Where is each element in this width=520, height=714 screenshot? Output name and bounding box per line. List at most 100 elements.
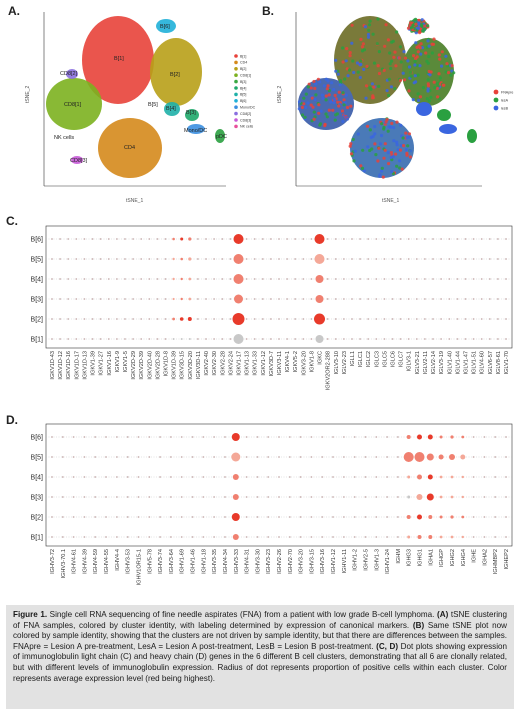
speckle-dot (408, 155, 412, 159)
dot-mark (472, 496, 475, 498)
gene-label: IGHEP2 (504, 549, 510, 570)
dot-mark (116, 436, 118, 438)
dot-mark (351, 278, 353, 280)
speckle-dot (403, 78, 407, 82)
speckle-dot (427, 69, 431, 74)
speckle-dot (436, 82, 440, 86)
gene-label: IGHV3-72 (50, 549, 56, 574)
dot-mark (407, 535, 411, 539)
speckle-dot (413, 63, 417, 67)
dot-mark (148, 238, 151, 240)
dot-mark (326, 258, 329, 260)
dot-mark (256, 436, 259, 438)
dot-mark (75, 338, 78, 340)
dot-mark (213, 298, 216, 300)
gene-label: IGHV3-20 (299, 549, 305, 574)
speckle-dot (332, 88, 336, 92)
dot-mark (472, 436, 475, 438)
gene-label: IGHV1-12 (331, 549, 337, 574)
speckle-dot (383, 148, 387, 152)
dot-mark (299, 456, 302, 458)
dot-mark (205, 298, 207, 300)
speckle-dot (313, 86, 317, 91)
dot-mark (140, 258, 143, 260)
dot-mark (159, 496, 162, 498)
speckle-dot (381, 175, 385, 179)
legend-swatch (234, 86, 238, 90)
dot-mark (187, 317, 192, 321)
speckle-dot (373, 125, 377, 129)
dot-mark (310, 456, 313, 458)
dot-mark (415, 298, 418, 300)
speckle-dot (371, 134, 375, 139)
panel-b-tsne-plot: tSNE_2 tSNE_1 FNApre lesA lesB (277, 12, 513, 204)
dot-mark (261, 238, 264, 240)
dot-mark (107, 278, 110, 280)
gene-label: IGKV1D-39 (172, 351, 178, 380)
dot-mark (326, 298, 329, 300)
cluster-label: B[2] (170, 72, 180, 78)
dot-mark (132, 298, 135, 300)
dot-mark (67, 338, 70, 340)
dot-mark (351, 318, 353, 320)
dot-mark (278, 278, 280, 280)
speckle-dot (341, 119, 345, 124)
speckle-dot (388, 62, 392, 66)
dot-mark (91, 318, 94, 320)
speckle-dot (321, 96, 325, 100)
dot-mark (299, 516, 302, 518)
dot-mark (310, 278, 313, 280)
dot-mark (172, 237, 175, 241)
speckle-dot (427, 99, 431, 103)
gene-label: IGHV2-26 (277, 549, 283, 574)
dot-mark (359, 278, 361, 280)
dot-mark (245, 318, 248, 320)
dot-mark (213, 476, 216, 478)
gene-label: IGHV3-35 (212, 549, 218, 574)
speckle-dot (348, 144, 352, 148)
dot-mark (483, 436, 486, 438)
legend-label: B[3] (240, 80, 246, 84)
dot-mark (383, 278, 386, 280)
speckle-dot (317, 103, 321, 107)
legend-swatch (234, 111, 238, 116)
gene-label: IGHGP (439, 549, 445, 567)
dot-mark (302, 278, 305, 280)
dot-mark (94, 456, 97, 458)
dot-mark (245, 436, 248, 438)
dot-mark (407, 258, 410, 260)
speckle-dot (326, 84, 330, 88)
speckle-dot (419, 42, 423, 46)
dot-mark (245, 298, 248, 300)
dot-mark (456, 338, 459, 340)
gene-label: IGLV2-23 (342, 351, 348, 375)
speckle-dot (441, 83, 445, 87)
dot-mark (94, 536, 97, 538)
dot-mark (505, 278, 507, 280)
speckle-dot (426, 87, 430, 91)
legend-label: NK cells (240, 125, 253, 129)
dot-mark (188, 257, 192, 261)
dot-mark (439, 475, 443, 479)
dot-mark (91, 238, 94, 240)
dot-mark (375, 496, 378, 498)
dot-mark (375, 238, 378, 240)
speckle-dot (297, 100, 302, 104)
dot-mark (505, 338, 507, 340)
gene-label: IGKV1-13 (245, 351, 251, 376)
cluster-label: pDC (216, 134, 227, 140)
speckle-dot (400, 167, 404, 171)
speckle-dot (368, 86, 372, 90)
dot-mark (399, 298, 402, 300)
dot-mark (202, 436, 205, 438)
dot-mark (343, 476, 345, 478)
dot-mark (140, 278, 143, 280)
dot-mark (417, 514, 422, 520)
dot-mark (461, 475, 464, 479)
dot-mark (170, 496, 172, 498)
dot-mark (472, 476, 475, 478)
speckle-dot (377, 71, 382, 76)
dot-mark (386, 476, 388, 478)
speckle-dot (380, 169, 384, 173)
dot-mark (302, 338, 305, 340)
